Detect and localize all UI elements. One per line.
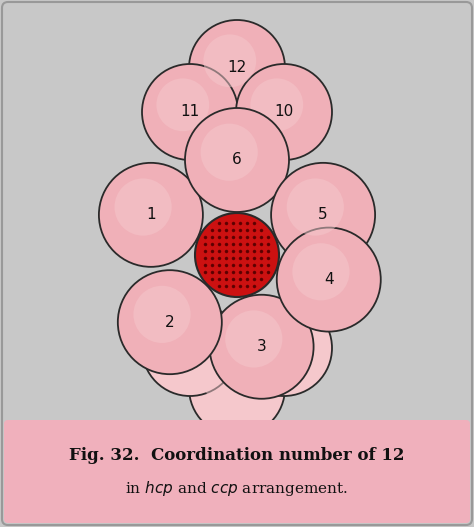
Circle shape [156, 315, 209, 367]
Circle shape [133, 286, 191, 343]
Text: 5: 5 [318, 207, 328, 222]
Text: in $\it{hcp}$ and $\it{ccp}$ arrangement.: in $\it{hcp}$ and $\it{ccp}$ arrangement… [126, 480, 348, 499]
Circle shape [195, 213, 279, 297]
Circle shape [142, 64, 238, 160]
Circle shape [225, 310, 283, 367]
Text: 9: 9 [279, 340, 289, 356]
Circle shape [115, 179, 172, 236]
Text: 7: 7 [185, 340, 195, 356]
Text: 8: 8 [232, 380, 242, 395]
Circle shape [287, 179, 344, 236]
Circle shape [250, 79, 303, 131]
Circle shape [236, 64, 332, 160]
FancyBboxPatch shape [4, 420, 470, 523]
Circle shape [210, 295, 314, 399]
Text: 2: 2 [165, 315, 174, 330]
Text: 1: 1 [146, 207, 156, 222]
Text: 3: 3 [257, 339, 266, 354]
Text: 12: 12 [228, 61, 246, 75]
Circle shape [277, 228, 381, 331]
Circle shape [156, 79, 209, 131]
Circle shape [271, 163, 375, 267]
Text: 11: 11 [181, 104, 200, 120]
Circle shape [203, 354, 256, 407]
Text: 10: 10 [274, 104, 293, 120]
Circle shape [99, 163, 203, 267]
Text: Fig. 32.  Coordination number of 12: Fig. 32. Coordination number of 12 [69, 447, 405, 464]
Text: 4: 4 [324, 272, 334, 287]
Circle shape [250, 315, 303, 367]
Circle shape [142, 300, 238, 396]
Circle shape [292, 243, 349, 300]
Text: 6: 6 [232, 152, 242, 168]
Circle shape [118, 270, 222, 374]
Circle shape [189, 20, 285, 116]
Circle shape [185, 108, 289, 212]
Circle shape [203, 34, 256, 87]
Circle shape [201, 124, 258, 181]
Circle shape [189, 340, 285, 436]
Circle shape [236, 300, 332, 396]
